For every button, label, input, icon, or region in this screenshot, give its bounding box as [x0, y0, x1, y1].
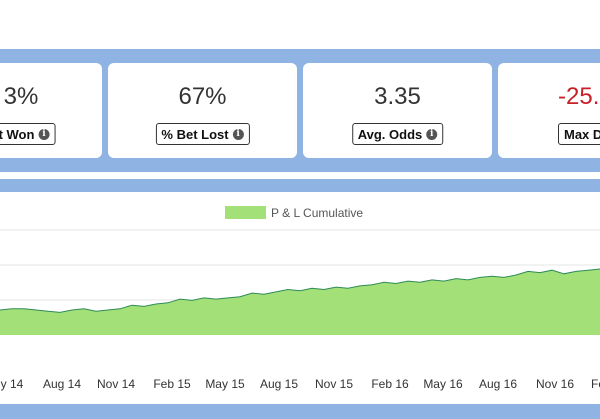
x-tick-label: Nov 15: [315, 377, 353, 391]
stat-card-avg-odds: 3.35 Avg. Odds i: [303, 63, 492, 158]
stat-label-text: % Bet Lost: [161, 127, 229, 142]
stat-value: -25.: [558, 83, 600, 110]
x-tick-label: Aug 15: [260, 377, 298, 391]
stat-value: 3.35: [374, 83, 421, 110]
stat-card-max-drawdown: -25. Max D i: [498, 63, 600, 158]
stat-value: 67%: [178, 83, 227, 110]
info-icon[interactable]: i: [426, 129, 438, 140]
stat-label[interactable]: % Bet Lost i: [155, 123, 250, 145]
divider-band: [0, 179, 600, 192]
stat-label[interactable]: Max D i: [558, 123, 600, 145]
x-tick-label: Aug 16: [479, 377, 517, 391]
pnl-chart: P & L Cumulative y 14 Aug 14 Nov 14 Feb 15 M…: [0, 206, 600, 391]
stat-value: 3%: [3, 83, 39, 110]
x-tick-label: Feb 15: [153, 377, 191, 391]
stat-card-bet-lost: 67% % Bet Lost i: [108, 63, 297, 158]
pnl-area: [0, 269, 600, 335]
info-icon[interactable]: i: [38, 129, 50, 140]
stat-label-text: t Won: [0, 127, 35, 142]
stat-label[interactable]: t Won i: [0, 123, 56, 145]
stat-label-text: Avg. Odds: [357, 127, 423, 142]
bottom-band: [0, 404, 600, 419]
x-tick-label: y 14: [1, 377, 24, 391]
pnl-line: [0, 268, 600, 313]
stat-label[interactable]: Avg. Odds i: [351, 123, 444, 145]
x-tick-label: Aug 14: [43, 377, 81, 391]
x-tick-label: Fe: [591, 377, 600, 391]
legend-swatch: [225, 206, 266, 219]
x-tick-label: May 16: [423, 377, 463, 391]
legend-label: P & L Cumulative: [271, 206, 363, 220]
stat-card-won: 3% t Won i: [0, 63, 102, 158]
x-tick-label: Nov 16: [536, 377, 574, 391]
x-tick-label: May 15: [205, 377, 245, 391]
x-tick-label: Nov 14: [97, 377, 135, 391]
x-tick-label: Feb 16: [371, 377, 409, 391]
info-icon[interactable]: i: [232, 129, 244, 140]
stat-label-text: Max D: [564, 127, 600, 142]
x-axis-ticks: y 14 Aug 14 Nov 14 Feb 15 May 15 Aug 15 Nov 15…: [1, 377, 600, 391]
